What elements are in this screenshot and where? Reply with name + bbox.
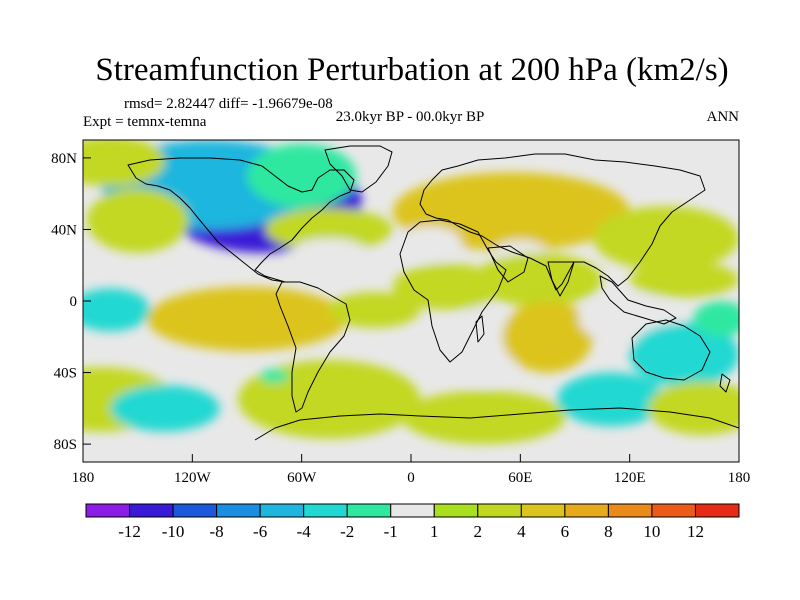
experiment-label: Expt = temnx-temna	[83, 114, 207, 130]
coast-arabia	[487, 245, 529, 283]
x-tick-label: 0	[407, 470, 415, 486]
map-plot	[83, 140, 739, 462]
time-range-label: 23.0kyr BP - 00.0kyr BP	[336, 109, 485, 125]
contour-region-7	[292, 238, 366, 264]
colorbar-swatch	[390, 503, 435, 518]
colorbar-swatch	[520, 503, 566, 518]
contour-region-13	[474, 252, 603, 307]
x-tick-label: 60E	[508, 470, 532, 486]
colorbar-swatch	[433, 503, 479, 518]
x-tick-label: 180	[72, 470, 95, 486]
colorbar-label: 12	[687, 522, 704, 541]
coast-madagascar	[475, 315, 485, 343]
y-tick-label: 80N	[51, 151, 77, 167]
y-tick-label: 0	[70, 294, 78, 310]
contour-region-18	[447, 306, 521, 386]
contour-region-6	[265, 207, 393, 251]
y-tick-label: 40S	[54, 366, 77, 382]
x-tick-label: 60W	[287, 470, 317, 486]
season-label: ANN	[707, 109, 740, 125]
colorbar-label: -10	[162, 522, 185, 541]
colorbar-swatch	[85, 503, 131, 518]
y-axis: 80N 40N 0 40S 80S	[51, 151, 91, 453]
colorbar-swatch	[651, 503, 696, 518]
coast-new-zealand	[719, 373, 731, 393]
contour-region-15	[83, 288, 151, 332]
contour-region-27	[556, 372, 667, 427]
colorbar-swatch	[564, 503, 609, 518]
y-tick-label: 40N	[51, 222, 77, 238]
colorbar-swatch	[259, 503, 305, 518]
colorbar-swatch	[216, 503, 261, 518]
colorbar-swatch	[129, 503, 174, 518]
coast-south-america	[275, 281, 351, 413]
contour-region-3	[83, 140, 165, 187]
colorbar-swatch	[477, 503, 522, 518]
x-tick-label: 120W	[174, 470, 212, 486]
colorbar-label: 2	[474, 522, 483, 541]
chart-title: Streamfunction Perturbation at 200 hPa (…	[95, 52, 728, 88]
colorbar-label: 6	[561, 522, 570, 541]
colorbar-swatch	[694, 503, 740, 518]
x-axis: 180 120W 60W 0 60E 120E 180	[72, 454, 751, 486]
contour-region-9	[593, 206, 739, 271]
colorbar: -12 -10 -8 -6 -4 -2 -1 1 2 4 6 8 10 12	[85, 503, 740, 541]
contour-region-4	[246, 143, 357, 208]
colorbar-swatch	[303, 503, 348, 518]
coast-india	[547, 261, 575, 297]
coast-greenland	[324, 145, 393, 193]
coast-north-america	[127, 157, 355, 283]
contour-region-19	[502, 301, 594, 373]
coast-australia	[631, 319, 711, 381]
coastlines	[127, 145, 739, 441]
colorbar-label: 8	[604, 522, 613, 541]
x-tick-label: 120E	[614, 470, 646, 486]
contour-region-14	[629, 261, 739, 298]
contour-region-16	[146, 286, 348, 352]
contour-region-22	[693, 301, 739, 337]
colorbar-label: -4	[297, 522, 312, 541]
colorbar-swatch	[172, 503, 218, 518]
contour-region-12	[392, 263, 503, 310]
colorbar-swatch	[346, 503, 392, 518]
contour-region-21	[629, 322, 739, 387]
contour-region-10	[396, 225, 463, 262]
contour-region-17	[329, 292, 421, 328]
stats-text: rmsd= 2.82447 diff= -1.96679e-08	[124, 96, 333, 112]
colorbar-label: 4	[517, 522, 526, 541]
contour-region-24	[110, 385, 220, 432]
colorbar-label: -2	[340, 522, 354, 541]
colorbar-label: 1	[430, 522, 439, 541]
y-tick-label: 80S	[54, 437, 77, 453]
contour-region-28	[647, 381, 739, 436]
coast-antarctica	[254, 407, 739, 441]
colorbar-label: -8	[210, 522, 224, 541]
colorbar-label: -6	[253, 522, 267, 541]
coast-eurasia	[419, 153, 706, 291]
contour-region-5	[86, 188, 189, 253]
colorbar-label: -12	[118, 522, 141, 541]
colorbar-label: -1	[384, 522, 398, 541]
colorbar-label: 10	[643, 522, 660, 541]
contour-region-29	[259, 368, 289, 384]
x-tick-label: 180	[728, 470, 751, 486]
coast-africa	[399, 219, 507, 363]
colorbar-swatch	[607, 503, 653, 518]
